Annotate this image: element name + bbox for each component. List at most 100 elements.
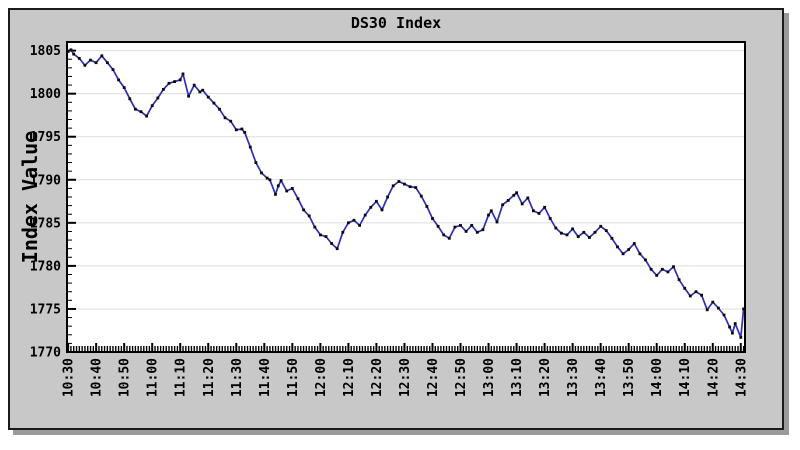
y-tick-label: 1790 <box>30 173 61 188</box>
data-point-marker <box>240 127 244 131</box>
y-tick-label: 1785 <box>30 216 61 231</box>
x-tick-label: 12:00 <box>314 358 329 397</box>
data-point-marker <box>408 185 412 189</box>
data-point-marker <box>414 186 418 189</box>
data-point-marker <box>285 189 289 193</box>
data-point-marker <box>512 193 516 197</box>
data-point-marker <box>442 233 446 237</box>
data-point-marker <box>560 231 563 235</box>
data-point-marker <box>599 224 603 228</box>
data-point-marker <box>453 225 457 229</box>
data-point-marker <box>481 228 485 232</box>
data-point-marker <box>145 114 148 118</box>
data-point-marker <box>167 81 171 85</box>
data-point-marker <box>248 145 252 149</box>
data-point-marker <box>397 180 401 183</box>
data-point-marker <box>464 230 468 233</box>
x-tick-label: 14:10 <box>678 358 693 397</box>
x-tick-label: 12:20 <box>370 358 385 397</box>
data-point-marker <box>604 229 608 232</box>
data-point-marker <box>700 293 703 297</box>
data-point-marker <box>302 208 305 212</box>
data-point-marker <box>501 203 504 207</box>
data-point-marker <box>206 95 210 99</box>
y-tick-label: 1800 <box>30 87 61 102</box>
data-point-marker <box>520 202 524 206</box>
data-point-marker <box>526 196 530 200</box>
y-tick-label: 1780 <box>30 259 61 274</box>
data-point-marker <box>156 96 160 100</box>
y-tick-label: 1805 <box>30 44 61 59</box>
data-point-marker <box>173 80 176 83</box>
data-point-marker <box>728 325 731 329</box>
x-tick-label: 13:50 <box>622 358 637 397</box>
data-point-marker <box>537 212 541 215</box>
data-point-marker <box>201 88 205 92</box>
data-point-marker <box>489 209 493 213</box>
data-point-marker <box>324 235 328 238</box>
data-point-marker <box>582 230 586 234</box>
data-point-marker <box>470 224 474 227</box>
data-point-marker <box>77 57 81 60</box>
data-point-marker <box>234 128 238 132</box>
data-point-marker <box>243 131 247 134</box>
x-tick-label: 10:50 <box>118 358 133 397</box>
data-point-marker <box>717 306 720 310</box>
gridlines <box>67 50 745 310</box>
data-point-marker <box>548 217 552 220</box>
data-point-marker <box>644 258 647 262</box>
data-point-marker <box>265 176 269 180</box>
x-tick-label: 13:20 <box>538 358 553 397</box>
data-point-marker <box>198 90 202 94</box>
data-point-marker <box>621 252 625 256</box>
data-point-marker <box>649 267 653 271</box>
data-point-marker <box>506 199 510 202</box>
data-point-marker <box>352 218 356 222</box>
x-tick-label: 11:10 <box>174 358 189 397</box>
data-point-marker <box>739 336 743 339</box>
data-point-marker <box>632 242 636 245</box>
y-tick-labels: 1770 1775 1780 1785 1790 1795 1800 1805 <box>30 44 61 360</box>
data-point-marker <box>543 205 546 209</box>
data-point-marker <box>616 245 619 249</box>
x-tick-label: 11:20 <box>202 358 217 397</box>
x-tick-label: 13:40 <box>594 358 609 397</box>
data-point-marker <box>677 278 681 282</box>
data-point-marker <box>436 224 440 228</box>
data-point-marker <box>358 224 361 227</box>
data-point-marker <box>515 191 518 195</box>
data-point-marker <box>363 213 367 217</box>
data-point-marker <box>722 313 726 317</box>
data-point-marker <box>475 230 479 234</box>
data-point-marker <box>683 286 687 290</box>
data-point-marker <box>187 94 190 98</box>
data-point-marker <box>279 179 283 182</box>
data-point-marker <box>111 68 115 71</box>
data-point-marker <box>391 184 395 188</box>
data-point-marker <box>178 78 182 82</box>
x-tick-label: 13:00 <box>482 358 497 397</box>
data-point-marker <box>588 236 591 239</box>
data-point-marker <box>375 199 378 203</box>
data-point-marker <box>571 227 574 231</box>
data-point-marker <box>139 110 143 114</box>
x-tick-label: 11:40 <box>258 358 273 397</box>
data-point-marker <box>347 221 350 225</box>
x-tick-label: 13:10 <box>510 358 525 397</box>
data-point-marker <box>403 182 406 186</box>
data-point-marker <box>487 213 490 217</box>
data-point-marker <box>341 230 345 234</box>
x-tick-label: 12:50 <box>454 358 469 397</box>
data-point-marker <box>276 184 280 188</box>
y-tick-label: 1775 <box>30 302 61 317</box>
data-point-marker <box>69 48 73 52</box>
plot-background <box>67 42 745 352</box>
data-point-marker <box>106 61 109 65</box>
data-point-marker <box>72 52 76 56</box>
data-point-marker <box>576 235 580 238</box>
x-tick-label: 14:30 <box>734 358 749 397</box>
y-tick-label: 1795 <box>30 130 61 145</box>
data-point-marker <box>307 214 311 218</box>
data-point-marker <box>66 50 70 53</box>
